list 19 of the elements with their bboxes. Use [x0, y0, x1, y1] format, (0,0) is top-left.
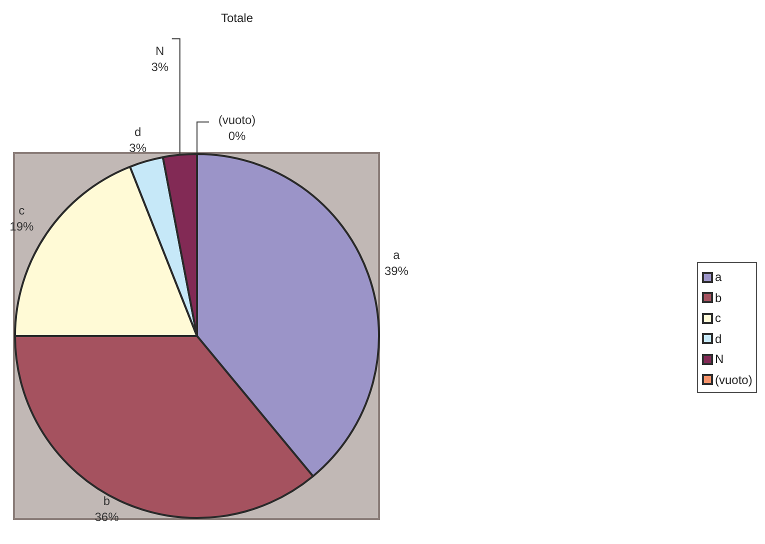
legend-label: d [715, 332, 722, 346]
data-label: 36% [94, 510, 120, 524]
data-label: 39% [384, 264, 409, 278]
data-label: 19% [10, 220, 34, 234]
legend-label: (vuoto) [715, 372, 752, 387]
slice-label: N [156, 44, 164, 58]
slice-label: c [18, 204, 25, 218]
legend-label: b [715, 290, 722, 305]
category-label: (vuoto) [218, 113, 256, 127]
slice-label: b [103, 494, 110, 508]
legend-label: c [715, 311, 721, 326]
data-label: 3% [151, 60, 169, 74]
text: 0% [228, 129, 246, 143]
chart-title: Totale [220, 11, 254, 25]
slice-label: d [134, 124, 142, 139]
legend-label: N [715, 352, 724, 366]
slice-label: a [393, 248, 400, 262]
legend-label: a [715, 270, 722, 284]
data-label: 3% [129, 140, 147, 155]
